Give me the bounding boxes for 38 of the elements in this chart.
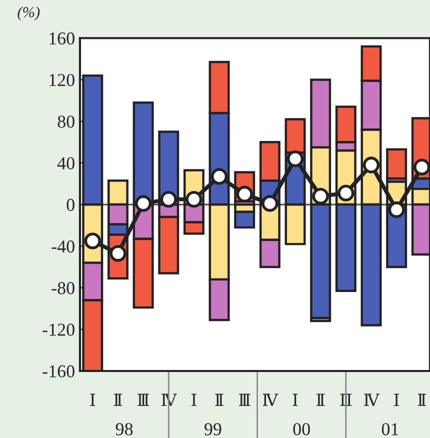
text: 99	[204, 423, 222, 436]
x-tick-label: Ⅱ	[418, 394, 426, 406]
point	[210, 168, 228, 185]
x-tick-label: Ⅰ	[90, 394, 96, 406]
bar	[386, 148, 408, 180]
x-tick-label: Ⅲ	[138, 394, 149, 406]
x-tick-label: Ⅰ	[192, 394, 196, 406]
y-tick-label: -80	[52, 282, 74, 294]
x-tick-label: Ⅰ	[292, 394, 298, 406]
y-tick-label: 40	[57, 157, 74, 170]
point	[312, 188, 329, 205]
y-tick-label: 80	[58, 116, 74, 128]
point	[160, 191, 177, 208]
y-tick-label: 0	[66, 198, 74, 211]
point	[186, 191, 202, 208]
point	[388, 201, 405, 218]
point	[286, 150, 304, 168]
x-tick-label: Ⅱ	[114, 394, 122, 406]
y-tick-label: -120	[42, 324, 74, 336]
y-axis-title: (%)	[18, 6, 40, 20]
point	[414, 158, 430, 176]
y-tick-label: -160	[42, 365, 74, 378]
x-tick-label: Ⅰ	[394, 394, 399, 406]
x-tick-label: Ⅲ	[238, 394, 250, 406]
point	[338, 184, 354, 202]
x-tick-label: Ⅱ	[316, 394, 325, 406]
text: 00	[293, 423, 310, 436]
y-tick-label: -40	[52, 240, 74, 253]
x-tick-label: Ⅱ	[215, 394, 224, 406]
point	[262, 195, 278, 212]
x-tick-label: Ⅳ	[364, 394, 380, 406]
text: 01	[382, 423, 398, 436]
point	[362, 156, 380, 174]
point	[134, 195, 152, 212]
x-tick-label: Ⅳ	[262, 394, 278, 406]
text: 98	[116, 423, 133, 436]
y-tick-label: 120	[50, 74, 74, 86]
y-tick-label: 160	[50, 32, 74, 45]
